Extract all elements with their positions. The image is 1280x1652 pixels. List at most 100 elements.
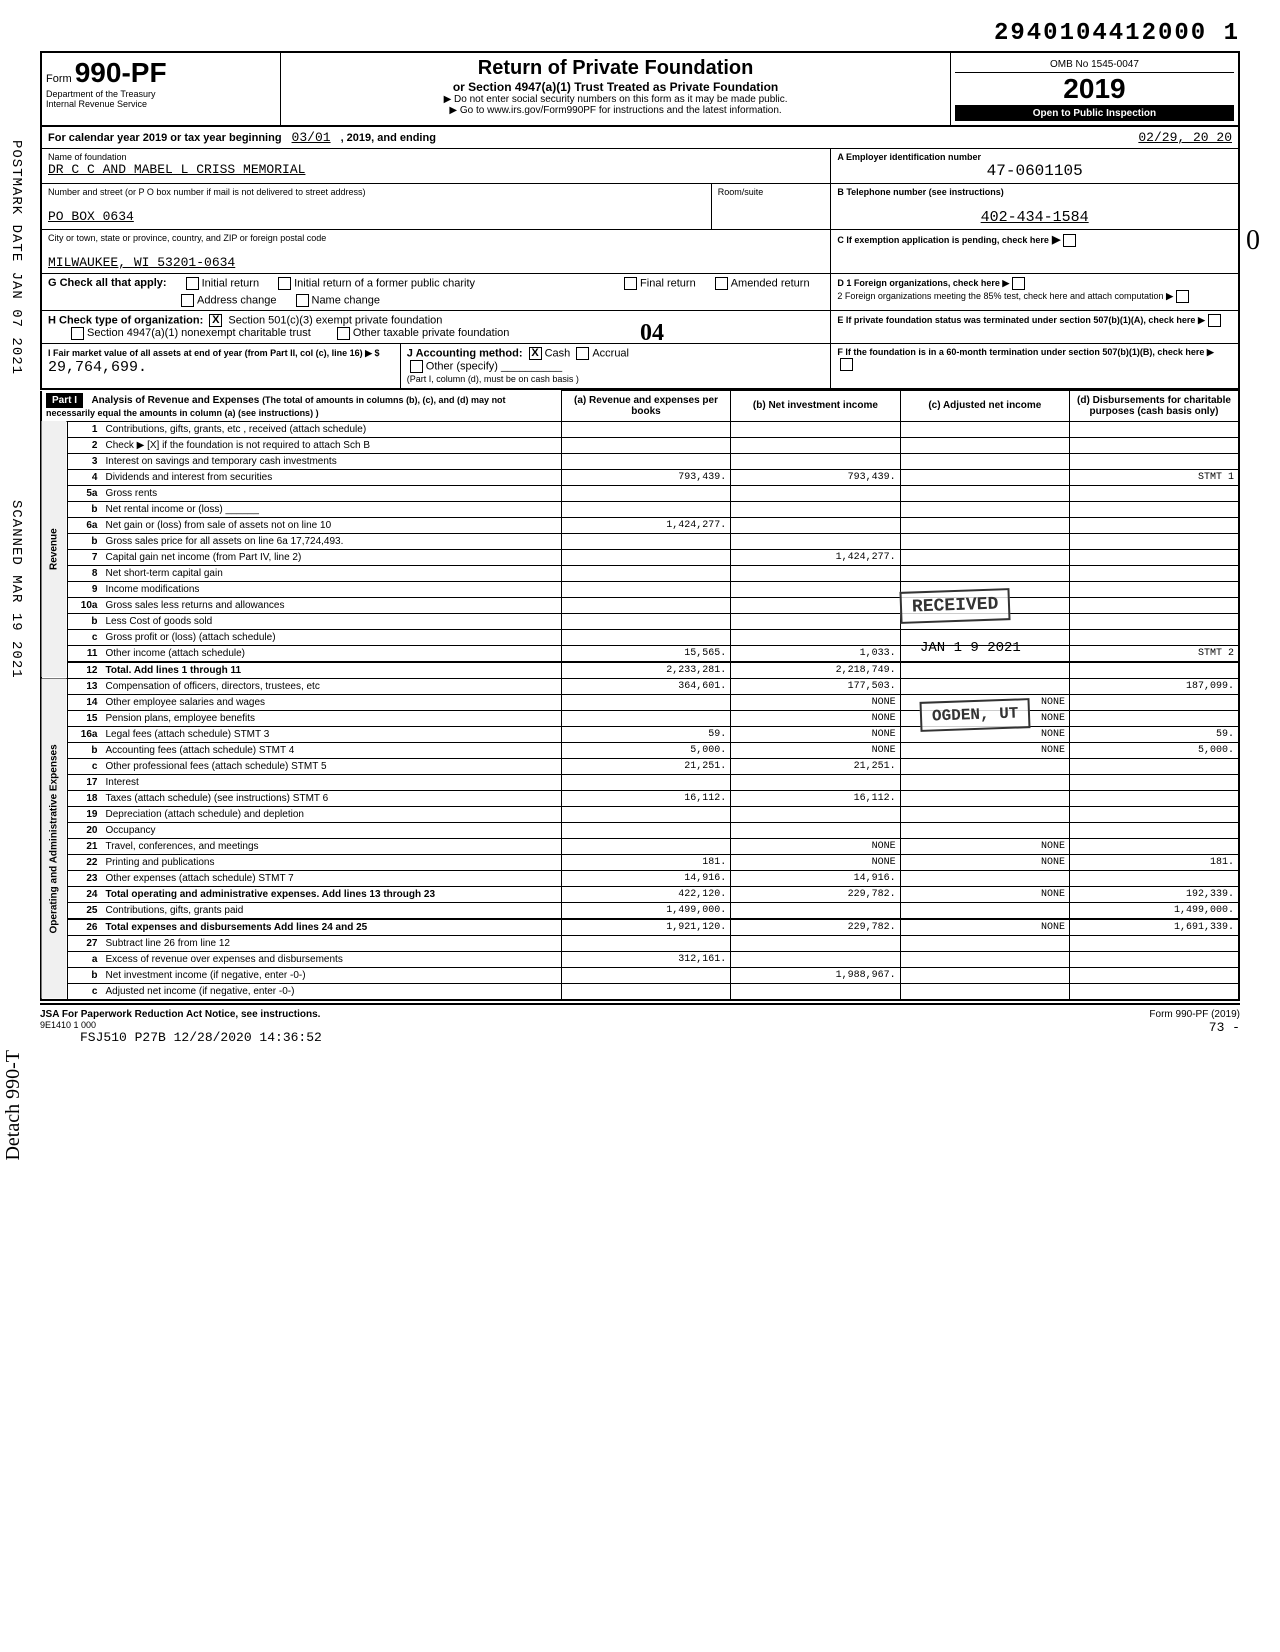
line-number: a	[68, 951, 102, 967]
line-number: 25	[68, 902, 102, 919]
line-description: Occupancy	[101, 822, 561, 838]
line-number: 9	[68, 581, 102, 597]
amount-cell: 793,439.	[561, 469, 730, 485]
j-other-checkbox[interactable]	[410, 360, 423, 373]
postmark-stamp: POSTMARK DATE JAN 07 2021	[8, 140, 24, 375]
form-ref: Form 990-PF (2019)	[1149, 1009, 1240, 1020]
line-number: c	[68, 629, 102, 645]
calendar-label: For calendar year 2019 or tax year begin…	[48, 132, 282, 144]
line-number: c	[68, 983, 102, 1000]
i-value: 29,764,699.	[48, 359, 147, 376]
i-label: I Fair market value of all assets at end…	[48, 348, 380, 358]
g-initial: Initial return	[202, 277, 259, 289]
line-number: 6a	[68, 517, 102, 533]
table-row: bLess Cost of goods sold	[41, 613, 1239, 629]
amount-cell	[900, 774, 1069, 790]
amount-cell	[561, 581, 730, 597]
g-name-checkbox[interactable]	[296, 294, 309, 307]
line-description: Accounting fees (attach schedule) STMT 4	[101, 742, 561, 758]
line-description: Other expenses (attach schedule) STMT 7	[101, 870, 561, 886]
address-label: Number and street (or P O box number if …	[48, 187, 705, 197]
page-num: 73 -	[1149, 1020, 1240, 1035]
g-initial-former-checkbox[interactable]	[278, 277, 291, 290]
j-cash-checkbox[interactable]	[529, 347, 542, 360]
amount-cell	[1070, 694, 1239, 710]
line-description: Subtract line 26 from line 12	[101, 935, 561, 951]
amount-cell: 16,112.	[731, 790, 900, 806]
d2-checkbox[interactable]	[1176, 290, 1189, 303]
table-row: 5aGross rents	[41, 485, 1239, 501]
line-number: 12	[68, 662, 102, 679]
line-number: 17	[68, 774, 102, 790]
amount-cell	[900, 453, 1069, 469]
j-accrual-checkbox[interactable]	[576, 347, 589, 360]
col-c-header: (c) Adjusted net income	[900, 391, 1069, 422]
f-checkbox[interactable]	[840, 358, 853, 371]
amount-cell	[900, 437, 1069, 453]
h-4947-checkbox[interactable]	[71, 327, 84, 340]
g-initial-checkbox[interactable]	[186, 277, 199, 290]
amount-cell	[1070, 501, 1239, 517]
amount-cell: 59.	[1070, 726, 1239, 742]
line-description: Total. Add lines 1 through 11	[101, 662, 561, 679]
amount-cell	[1070, 774, 1239, 790]
amount-cell	[1070, 710, 1239, 726]
line-description: Excess of revenue over expenses and disb…	[101, 951, 561, 967]
j-label: J Accounting method:	[407, 347, 523, 359]
amount-cell: 793,439.	[731, 469, 900, 485]
h-other-checkbox[interactable]	[337, 327, 350, 340]
footer-stamp-line: FSJ510 P27B 12/28/2020 14:36:52	[80, 1030, 322, 1045]
amount-cell	[561, 501, 730, 517]
amount-cell	[561, 437, 730, 453]
line-number: 19	[68, 806, 102, 822]
amount-cell	[731, 902, 900, 919]
e-checkbox[interactable]	[1208, 314, 1221, 327]
d1-checkbox[interactable]	[1012, 277, 1025, 290]
line-description: Depreciation (attach schedule) and deple…	[101, 806, 561, 822]
line-description: Capital gain net income (from Part IV, l…	[101, 549, 561, 565]
g-final-checkbox[interactable]	[624, 277, 637, 290]
amount-cell	[900, 517, 1069, 533]
line-description: Contributions, gifts, grants paid	[101, 902, 561, 919]
line-number: 24	[68, 886, 102, 902]
line-number: b	[68, 742, 102, 758]
amount-cell	[1070, 613, 1239, 629]
amount-cell	[1070, 662, 1239, 679]
line-description: Less Cost of goods sold	[101, 613, 561, 629]
table-row: Operating and Administrative Expenses13C…	[41, 678, 1239, 694]
line-number: b	[68, 613, 102, 629]
table-row: bNet investment income (if negative, ent…	[41, 967, 1239, 983]
part1-title: Analysis of Revenue and Expenses	[91, 395, 259, 406]
g-address-checkbox[interactable]	[181, 294, 194, 307]
table-row: 3Interest on savings and temporary cash …	[41, 453, 1239, 469]
table-row: 25Contributions, gifts, grants paid1,499…	[41, 902, 1239, 919]
c-checkbox[interactable]	[1063, 234, 1076, 247]
g-amended: Amended return	[731, 277, 810, 289]
amount-cell	[1070, 485, 1239, 501]
amount-cell: NONE	[900, 838, 1069, 854]
amount-cell	[561, 822, 730, 838]
amount-cell	[731, 806, 900, 822]
amount-cell: NONE	[731, 854, 900, 870]
expenses-side-label: Operating and Administrative Expenses	[41, 678, 68, 1000]
amount-cell	[731, 822, 900, 838]
line-description: Other income (attach schedule)	[101, 645, 561, 662]
line-number: 8	[68, 565, 102, 581]
h-other: Other taxable private foundation	[353, 327, 510, 339]
form-title: Return of Private Foundation	[285, 57, 946, 80]
tax-year: 2019	[955, 73, 1234, 106]
amount-cell: 181.	[561, 854, 730, 870]
line-number: 2	[68, 437, 102, 453]
h-501-checkbox[interactable]	[209, 314, 222, 327]
line-number: b	[68, 533, 102, 549]
amount-cell	[900, 983, 1069, 1000]
j-note: (Part I, column (d), must be on cash bas…	[407, 374, 579, 384]
table-row: cGross profit or (loss) (attach schedule…	[41, 629, 1239, 645]
table-row: 18Taxes (attach schedule) (see instructi…	[41, 790, 1239, 806]
line-number: b	[68, 967, 102, 983]
g-amended-checkbox[interactable]	[715, 277, 728, 290]
line-description: Other professional fees (attach schedule…	[101, 758, 561, 774]
line-description: Total operating and administrative expen…	[101, 886, 561, 902]
table-row: 24Total operating and administrative exp…	[41, 886, 1239, 902]
line-description: Interest on savings and temporary cash i…	[101, 453, 561, 469]
